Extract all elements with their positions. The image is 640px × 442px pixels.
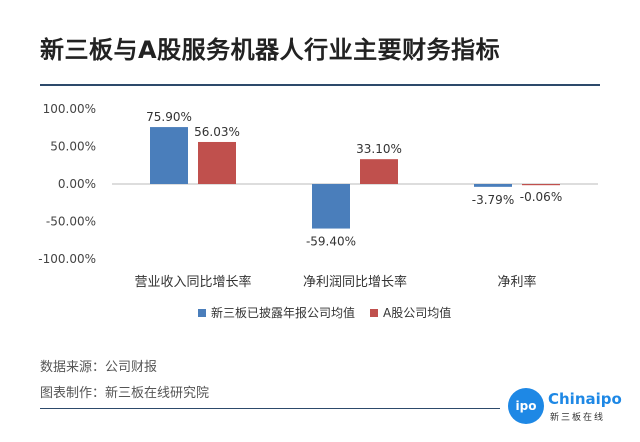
- y-tick-label: -50.00%: [46, 215, 96, 229]
- y-tick-label: 0.00%: [58, 177, 96, 191]
- logo-subtitle: 新三板在线: [550, 413, 606, 423]
- data-label: -3.79%: [472, 193, 514, 207]
- bar-1-2: [522, 184, 560, 186]
- logo-mark-icon: ipo: [508, 388, 544, 424]
- footer-rule: [40, 408, 500, 409]
- bar-0-1: [312, 184, 350, 229]
- y-tick-label: -100.00%: [38, 252, 96, 266]
- legend-swatch-1: [370, 309, 378, 317]
- author-note: 图表制作：新三板在线研究院: [40, 386, 210, 401]
- legend-label: 新三板已披露年报公司均值: [211, 305, 355, 320]
- data-label: 56.03%: [194, 125, 240, 139]
- logo-name: Chinaipo: [548, 390, 622, 408]
- bar-1-0: [198, 141, 236, 184]
- chinaipo-logo: ipo Chinaipo 新三板在线: [508, 388, 622, 428]
- data-label: 33.10%: [356, 142, 402, 156]
- y-tick-label: 50.00%: [50, 140, 96, 154]
- category-label: 净利润同比增长率: [303, 274, 407, 290]
- source-note: 数据来源：公司财报: [40, 360, 158, 375]
- data-label: -59.40%: [306, 235, 356, 249]
- y-tick-label: 100.00%: [43, 102, 96, 116]
- category-label: 净利率: [497, 274, 536, 290]
- data-label: -0.06%: [520, 190, 562, 204]
- bar-0-0: [150, 127, 188, 184]
- page-title: 新三板与A股服务机器人行业主要财务指标: [40, 36, 501, 64]
- title-rule: [40, 84, 600, 86]
- bar-0-2: [474, 184, 512, 187]
- legend-swatch-0: [198, 309, 206, 317]
- legend-label: A股公司均值: [383, 305, 451, 320]
- data-label: 75.90%: [146, 110, 192, 124]
- bar-1-1: [360, 159, 398, 184]
- category-label: 营业收入同比增长率: [134, 274, 251, 290]
- bar-chart: 100.00% 50.00% 0.00% -50.00% -100.00% 75.90%5…: [38, 102, 598, 320]
